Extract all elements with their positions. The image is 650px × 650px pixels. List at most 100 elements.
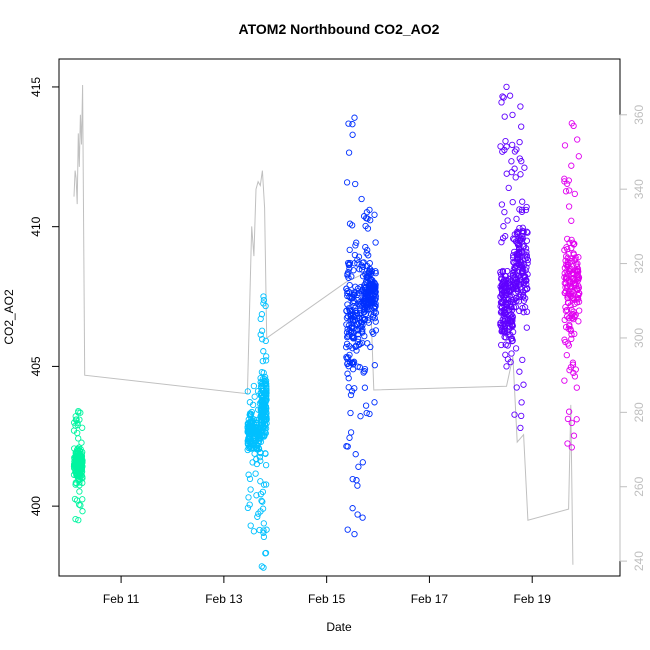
data-point <box>262 337 269 345</box>
y-left-tick-label: 405 <box>29 356 43 376</box>
data-point <box>257 450 264 457</box>
data-point <box>566 187 573 194</box>
data-point <box>344 370 351 377</box>
data-point <box>568 419 575 427</box>
data-point <box>352 342 360 349</box>
data-point <box>261 408 269 415</box>
data-point <box>517 171 524 178</box>
data-point <box>262 380 269 387</box>
data-point <box>345 120 352 127</box>
data-point <box>524 229 531 236</box>
data-point <box>261 431 268 438</box>
data-point <box>261 373 269 381</box>
data-point <box>498 239 505 246</box>
data-point <box>75 407 82 415</box>
data-point <box>351 251 359 259</box>
data-point <box>521 304 529 311</box>
data-point <box>503 170 510 177</box>
data-point <box>253 460 261 468</box>
data-point <box>497 299 505 306</box>
data-point <box>251 426 259 433</box>
data-point <box>570 295 577 302</box>
data-point <box>503 292 510 299</box>
data-point <box>77 446 84 453</box>
data-point <box>253 444 260 451</box>
points-layer <box>70 83 583 571</box>
data-point <box>565 267 573 274</box>
data-point <box>364 262 371 270</box>
data-point <box>371 399 378 406</box>
data-point <box>574 136 581 143</box>
data-point <box>567 302 574 309</box>
data-point <box>359 263 367 271</box>
data-point <box>501 208 508 216</box>
data-point <box>572 254 579 261</box>
data-point <box>570 271 577 278</box>
data-point <box>575 298 583 305</box>
reference-line <box>73 84 574 565</box>
data-point <box>513 297 520 304</box>
data-point <box>251 393 258 400</box>
data-point <box>368 297 375 305</box>
data-point <box>244 388 251 395</box>
data-point <box>249 426 256 433</box>
y-left-tick-label: 410 <box>29 216 43 236</box>
data-point <box>571 257 578 264</box>
data-point <box>257 438 265 445</box>
data-point <box>516 280 523 288</box>
data-point <box>510 282 517 289</box>
data-point <box>516 138 523 146</box>
data-point <box>355 341 363 349</box>
data-point <box>79 424 86 431</box>
data-point <box>346 281 353 289</box>
data-point <box>245 494 252 501</box>
data-point <box>361 294 369 302</box>
data-point <box>345 305 353 312</box>
data-point <box>258 406 266 414</box>
data-point <box>501 146 508 154</box>
data-point <box>570 432 578 439</box>
data-point <box>77 460 85 467</box>
data-point <box>513 146 520 153</box>
data-point <box>518 399 525 406</box>
data-point <box>565 408 573 415</box>
data-point <box>372 268 379 275</box>
data-point <box>563 273 570 280</box>
x-tick-label: Feb 19 <box>514 592 552 606</box>
data-point <box>70 427 78 434</box>
data-point <box>568 258 575 265</box>
data-point <box>509 314 516 321</box>
data-point <box>263 353 270 360</box>
data-point <box>347 429 355 436</box>
data-point <box>78 439 85 446</box>
data-point <box>258 311 266 318</box>
data-point <box>568 120 575 127</box>
data-point <box>568 162 575 169</box>
data-point <box>246 410 254 417</box>
data-point <box>514 228 521 235</box>
data-point <box>259 357 266 365</box>
data-point <box>502 351 509 358</box>
data-point <box>516 155 523 162</box>
data-point <box>247 522 254 529</box>
plot-frame <box>58 58 621 577</box>
series-2-cluster-1 <box>359 206 380 418</box>
data-point <box>497 143 504 150</box>
data-point <box>360 369 367 376</box>
data-point <box>509 337 516 344</box>
series-2-cluster-0 <box>343 114 366 538</box>
data-point <box>348 295 356 302</box>
data-point <box>257 508 264 515</box>
data-point <box>562 338 569 346</box>
data-point <box>508 311 515 318</box>
data-point <box>509 321 516 328</box>
data-point <box>345 375 352 382</box>
data-point <box>372 318 379 325</box>
data-point <box>372 327 380 334</box>
data-point <box>517 424 524 432</box>
data-point <box>259 498 266 505</box>
data-point <box>516 368 523 375</box>
data-point <box>568 331 575 338</box>
data-point <box>348 359 356 366</box>
data-point <box>568 306 575 313</box>
